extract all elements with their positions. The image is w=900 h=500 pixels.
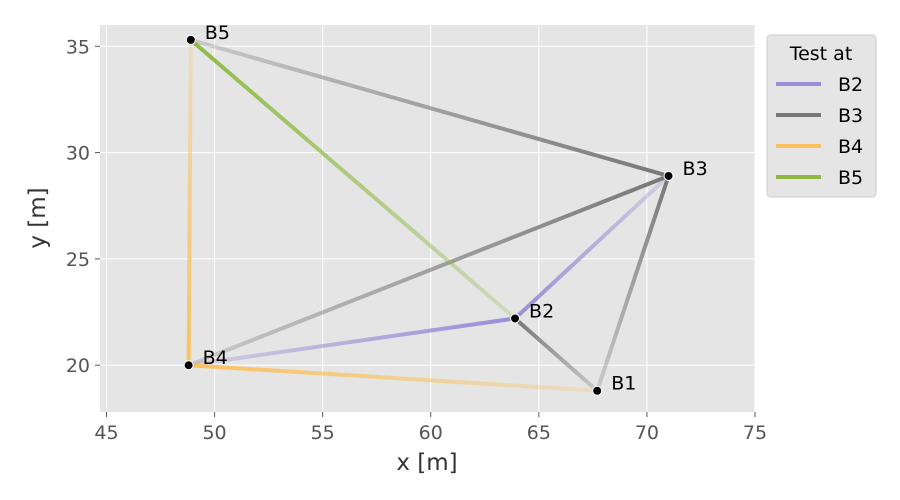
point-b3 xyxy=(663,170,674,181)
x-tick-label: 65 xyxy=(527,422,551,444)
connection-lines xyxy=(186,37,671,393)
point-label-b2: B2 xyxy=(529,300,554,322)
segment-b2-b1 xyxy=(513,316,600,393)
legend-label-b4: B4 xyxy=(838,136,863,158)
point-b5 xyxy=(185,34,196,45)
segment-b5-b2 xyxy=(188,37,518,321)
x-tick-label: 60 xyxy=(419,422,443,444)
x-tick-label: 50 xyxy=(202,422,226,444)
x-tick-label: 70 xyxy=(635,422,659,444)
plot-area xyxy=(100,25,755,412)
segment-b3-b4 xyxy=(186,173,671,368)
point-label-b3: B3 xyxy=(683,158,708,180)
segment-b2-b3 xyxy=(513,173,671,321)
segment-b4-b1 xyxy=(186,363,600,393)
x-tick-label: 45 xyxy=(94,422,118,444)
legend-title: Test at xyxy=(789,43,853,65)
x-axis-label: x [m] xyxy=(396,450,457,476)
y-tick-label: 35 xyxy=(66,36,90,58)
x-tick-label: 75 xyxy=(743,422,767,444)
segment-b4-b5 xyxy=(186,37,193,368)
point-label-b1: B1 xyxy=(611,373,636,395)
y-tick-label: 20 xyxy=(66,355,90,377)
segment-b3-b5 xyxy=(188,37,671,178)
segment-b3-b1 xyxy=(595,173,671,393)
segment-b2-b4 xyxy=(186,316,518,368)
y-tick-label: 25 xyxy=(66,249,90,271)
y-tick-label: 30 xyxy=(66,143,90,165)
axis-ticks: 45 50 55 60 65 70 75 20 25 30 35 xyxy=(66,36,767,444)
x-tick-label: 55 xyxy=(311,422,335,444)
legend-label-b2: B2 xyxy=(838,74,863,96)
point-b2 xyxy=(510,313,521,324)
station-markers: B1 B2 B3 B4 B5 xyxy=(183,22,708,396)
legend: Test at B2 B3 B4 B5 xyxy=(766,34,877,198)
point-b1 xyxy=(592,385,603,396)
legend-box xyxy=(766,34,877,198)
y-axis-label: y [m] xyxy=(25,187,51,248)
point-label-b4: B4 xyxy=(203,347,228,369)
point-b4 xyxy=(183,360,194,371)
point-label-b5: B5 xyxy=(205,22,230,44)
legend-label-b5: B5 xyxy=(838,167,863,189)
legend-label-b3: B3 xyxy=(838,105,863,127)
